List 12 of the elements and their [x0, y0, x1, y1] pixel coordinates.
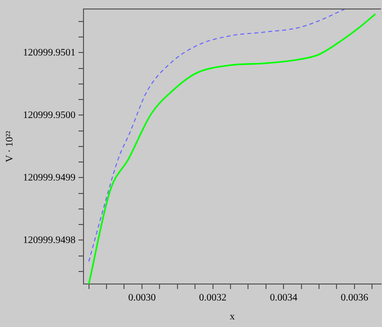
x-tick-label: 0.0034: [270, 292, 298, 304]
line-series: [88, 9, 346, 262]
y-tick-label: 120999.9501: [23, 47, 76, 58]
y-tick-label: 120999.9499: [23, 172, 76, 184]
y-tick-label: 120999.9498: [23, 234, 76, 246]
y-tick-label: 120999.9500: [23, 110, 76, 121]
x-axis-title: x: [230, 312, 235, 323]
y-axis-title: V · 10²²: [4, 130, 16, 162]
x-tick-label: 0.0036: [340, 292, 368, 304]
x-tick-label: 0.0030: [128, 292, 156, 304]
x-tick-label: 0.0032: [199, 292, 227, 304]
line-series: [88, 13, 376, 284]
